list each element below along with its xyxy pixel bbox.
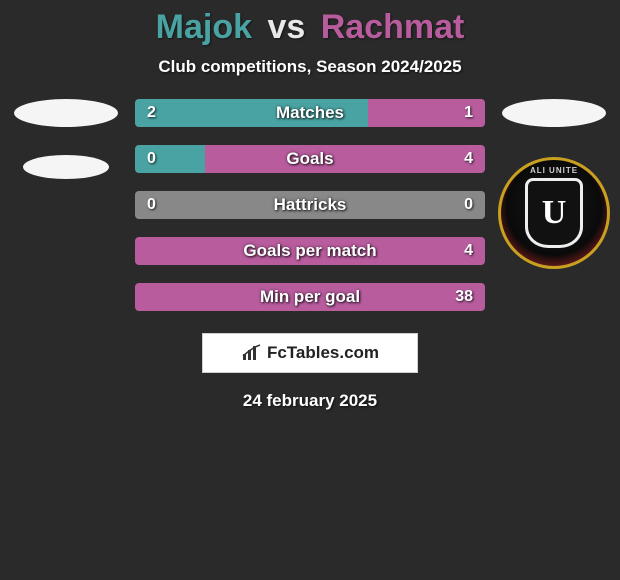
chart-icon [241,344,263,362]
footer-brand-box: FcTables.com [202,333,418,373]
bar-value-right: 4 [464,150,473,168]
vs-text: vs [267,8,305,46]
stat-bar: 0Hattricks0 [135,191,485,219]
main-row: 2Matches10Goals40Hattricks0Goals per mat… [0,99,620,311]
stat-bar: 0Goals4 [135,145,485,173]
bar-value-right: 1 [464,104,473,122]
bar-label: Matches [135,103,485,123]
left-column [11,99,121,179]
bar-label: Min per goal [135,287,485,307]
bar-label: Hattricks [135,195,485,215]
stat-bar: Min per goal38 [135,283,485,311]
badge-top-text: ALI UNITE [501,166,607,175]
bar-label: Goals [135,149,485,169]
stat-bars: 2Matches10Goals40Hattricks0Goals per mat… [135,99,485,311]
bar-value-right: 0 [464,196,473,214]
bar-value-right: 4 [464,242,473,260]
subtitle: Club competitions, Season 2024/2025 [0,57,620,77]
date-text: 24 february 2025 [0,391,620,411]
bar-label: Goals per match [135,241,485,261]
badge-shield: U [525,178,583,248]
player1-name: Majok [156,8,252,46]
stat-bar: Goals per match4 [135,237,485,265]
player1-club-placeholder [23,155,109,179]
player2-avatar-placeholder [502,99,606,127]
right-column: ALI UNITE U [499,99,609,269]
brand-text: FcTables.com [267,343,379,363]
player1-avatar-placeholder [14,99,118,127]
bar-value-right: 38 [455,288,473,306]
player2-club-badge: ALI UNITE U [498,157,610,269]
comparison-infographic: Majok vs Rachmat Club competitions, Seas… [0,0,620,411]
title: Majok vs Rachmat [0,8,620,47]
stat-bar: 2Matches1 [135,99,485,127]
player2-name: Rachmat [321,8,465,46]
badge-letter: U [542,194,567,232]
